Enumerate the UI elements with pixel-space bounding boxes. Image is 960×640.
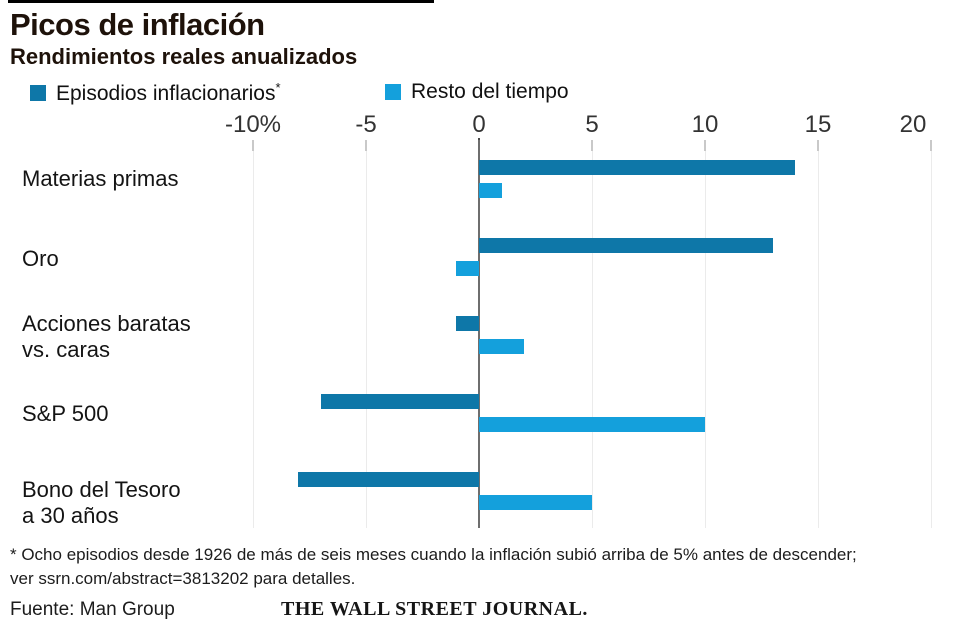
zero-axis-line [478, 140, 480, 528]
gridline [365, 140, 367, 528]
axis-tick [704, 140, 706, 151]
category-label: S&P 500 [22, 401, 109, 426]
legend-label-text: Resto del tiempo [411, 80, 569, 103]
bar-resto-materias-primas [479, 183, 502, 198]
x-axis-tick-label: 0 [472, 111, 486, 138]
bar-episodios-acciones-baratas-vs-caras [456, 316, 479, 331]
gridline [591, 140, 593, 528]
legend-label: Episodios inflacionarios* [56, 80, 281, 106]
category-label: Materias primas [22, 166, 179, 191]
top-rule [8, 0, 434, 3]
category-label: Bono del Tesoro a 30 años [22, 477, 181, 528]
legend-swatch-dark-icon [30, 85, 46, 101]
x-axis-tick-label: -10% [224, 111, 282, 138]
x-axis-tick-label: 20 [899, 111, 927, 138]
axis-tick [930, 140, 932, 151]
x-axis-tick-label: 15 [804, 111, 832, 138]
bar-episodios-oro [479, 238, 773, 253]
axis-tick [365, 140, 367, 151]
legend-label-text: Episodios inflacionarios [56, 82, 276, 105]
bar-episodios-bono-del-tesoro-a-30-a-os [298, 472, 479, 487]
x-axis-tick-label: 10 [691, 111, 719, 138]
footnote: * Ocho episodios desde 1926 de más de se… [10, 543, 955, 591]
axis-tick [591, 140, 593, 151]
bar-episodios-s-p-500 [320, 394, 479, 409]
footnote-line-1: * Ocho episodios desde 1926 de más de se… [10, 545, 857, 564]
legend-asterisk: * [275, 80, 281, 95]
legend-swatch-light-icon [385, 84, 401, 100]
wsj-brand: THE WALL STREET JOURNAL. [281, 598, 588, 620]
gridline [930, 140, 932, 528]
chart-title: Picos de inflación [10, 7, 265, 42]
category-label: Oro [22, 246, 59, 271]
axis-tick [817, 140, 819, 151]
source-credit: Fuente: Man Group [10, 599, 175, 620]
category-label: Acciones baratas vs. caras [22, 311, 191, 362]
chart-subtitle: Rendimientos reales anualizados [10, 44, 358, 69]
bar-resto-bono-del-tesoro-a-30-a-os [479, 495, 592, 510]
legend-item-resto: Resto del tiempo [385, 80, 569, 104]
gridline [252, 140, 254, 528]
legend-label: Resto del tiempo [411, 80, 569, 104]
bar-resto-oro [456, 261, 479, 276]
bar-resto-s-p-500 [479, 417, 705, 432]
gridline [817, 140, 819, 528]
gridline [704, 140, 706, 528]
footnote-line-2: ver ssrn.com/abstract=3813202 para detal… [10, 569, 356, 588]
x-axis-tick-label: 5 [585, 111, 599, 138]
legend-item-episodios: Episodios inflacionarios* [30, 80, 281, 106]
bar-resto-acciones-baratas-vs-caras [479, 339, 525, 354]
x-axis-tick-label: -5 [355, 111, 377, 138]
axis-tick [252, 140, 254, 151]
bar-episodios-materias-primas [479, 160, 796, 175]
